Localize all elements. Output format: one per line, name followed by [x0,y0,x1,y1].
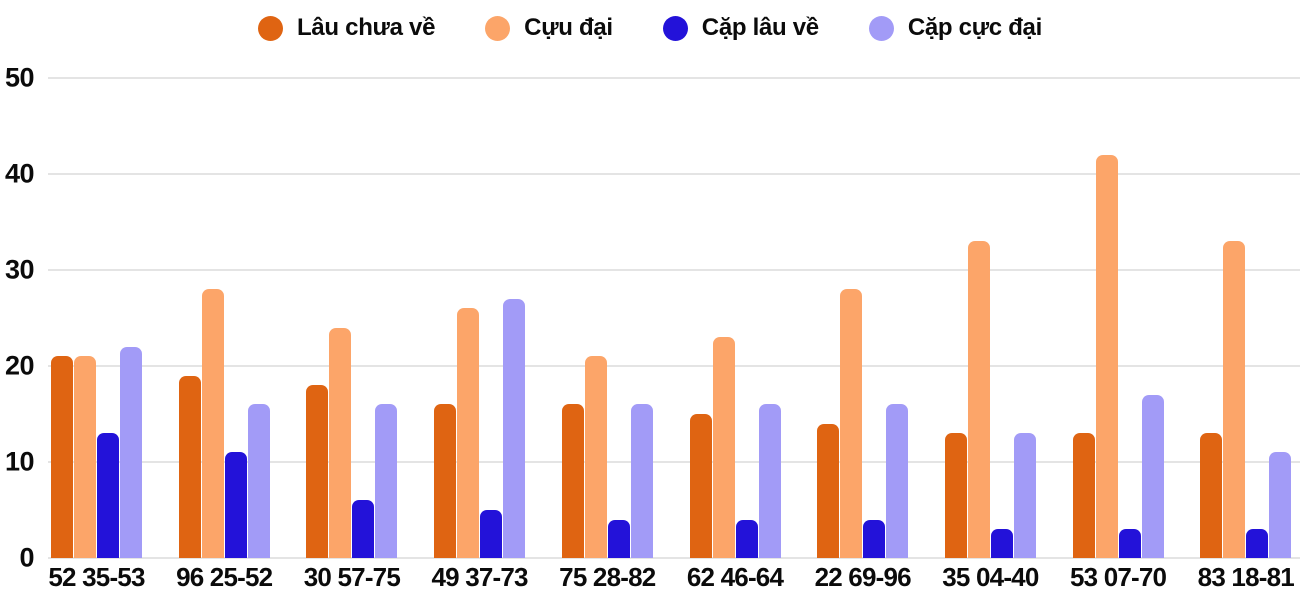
bar-group: 22 69-96 [815,78,912,590]
bar-group: 83 18-81 [1198,78,1295,590]
bar-group: 49 37-73 [431,78,529,590]
bar-group: 96 25-52 [176,78,273,590]
x-axis-label: 83 18-81 [1197,562,1295,592]
bar [178,375,201,558]
bar [1223,241,1246,558]
x-axis-label: 62 46-64 [686,562,784,592]
legend-dot-icon [485,15,511,41]
bar [480,510,503,558]
legend-item: Lâu chưa về [258,14,435,42]
bar [1118,529,1141,558]
bar [817,423,840,558]
y-axis-label: 30 [4,254,35,285]
bar [630,404,653,558]
bar [224,452,247,558]
legend-dot-icon [258,15,284,41]
x-axis-label: 35 04-40 [942,562,1039,592]
bar [1072,433,1095,558]
bar [120,346,142,558]
legend-item: Cựu đại [485,14,613,42]
y-axis: 0 10 20 30 40 50 [0,64,36,571]
bar [735,519,758,558]
bar [712,337,735,558]
gridline [48,77,1300,79]
x-axis-label: 96 25-52 [176,562,273,592]
bar [967,241,990,558]
bar [840,289,863,558]
legend-dot-icon [662,15,688,41]
legend-dot-icon [868,15,894,41]
bar [201,289,224,558]
bar-group: 30 57-75 [304,78,401,590]
bar [51,356,73,558]
gridline [48,269,1300,271]
x-axis-label: 75 28-82 [559,562,656,592]
y-axis-label: 40 [4,158,35,189]
bar-group: 52 35-53 [48,78,145,590]
gridline [48,557,1300,559]
bar [990,529,1013,558]
bar-group: 75 28-82 [559,78,656,590]
bar [1013,433,1036,558]
bar-group: 35 04-40 [942,78,1039,590]
legend-item-label: Cặp lâu về [701,14,819,41]
bar [584,356,607,558]
bar [689,414,712,558]
gridline [48,461,1300,463]
bar-group: 53 07-70 [1070,78,1167,590]
bar [352,500,375,558]
gridline [48,173,1300,175]
x-axis-label: 52 35-53 [48,562,145,592]
bar [375,404,398,558]
bar [457,308,480,558]
bar [1269,452,1292,558]
x-axis-label: 30 57-75 [303,562,401,592]
bar [944,433,967,558]
bar [1095,154,1118,558]
gridline [48,365,1300,367]
plot-area: 52 35-53 96 25-52 30 57-75 49 37-73 75 28-82… [48,77,1300,590]
bar [1141,394,1164,558]
legend: Lâu chưa về Cựu đại Cặp lâu về Cặp cực đại [0,6,1300,50]
bar [503,298,526,558]
x-axis-label: 53 07-70 [1069,562,1167,592]
legend-item: Cặp lâu về [662,14,819,42]
bar [247,404,270,558]
bar [863,519,886,558]
x-axis-label: 22 69-96 [814,562,912,592]
bar [329,327,352,558]
y-axis-label: 10 [4,446,35,477]
legend-item: Cặp cực đại [868,14,1042,42]
y-axis-label: 0 [19,542,34,573]
bar [607,519,630,558]
bar [561,404,584,558]
bar [758,404,781,558]
bar [1200,433,1223,558]
bar [1246,529,1269,558]
bar [97,433,119,558]
bar [306,385,329,558]
bar [74,356,96,558]
bar [886,404,909,558]
bar [434,404,457,558]
x-axis-label: 49 37-73 [431,562,528,592]
y-axis-label: 20 [4,350,35,381]
y-axis-label: 50 [4,62,35,93]
legend-item-label: Cựu đại [524,14,613,41]
legend-item-label: Cặp cực đại [907,14,1042,41]
legend-item-label: Lâu chưa về [297,14,436,41]
bar-group: 62 46-64 [687,78,784,590]
